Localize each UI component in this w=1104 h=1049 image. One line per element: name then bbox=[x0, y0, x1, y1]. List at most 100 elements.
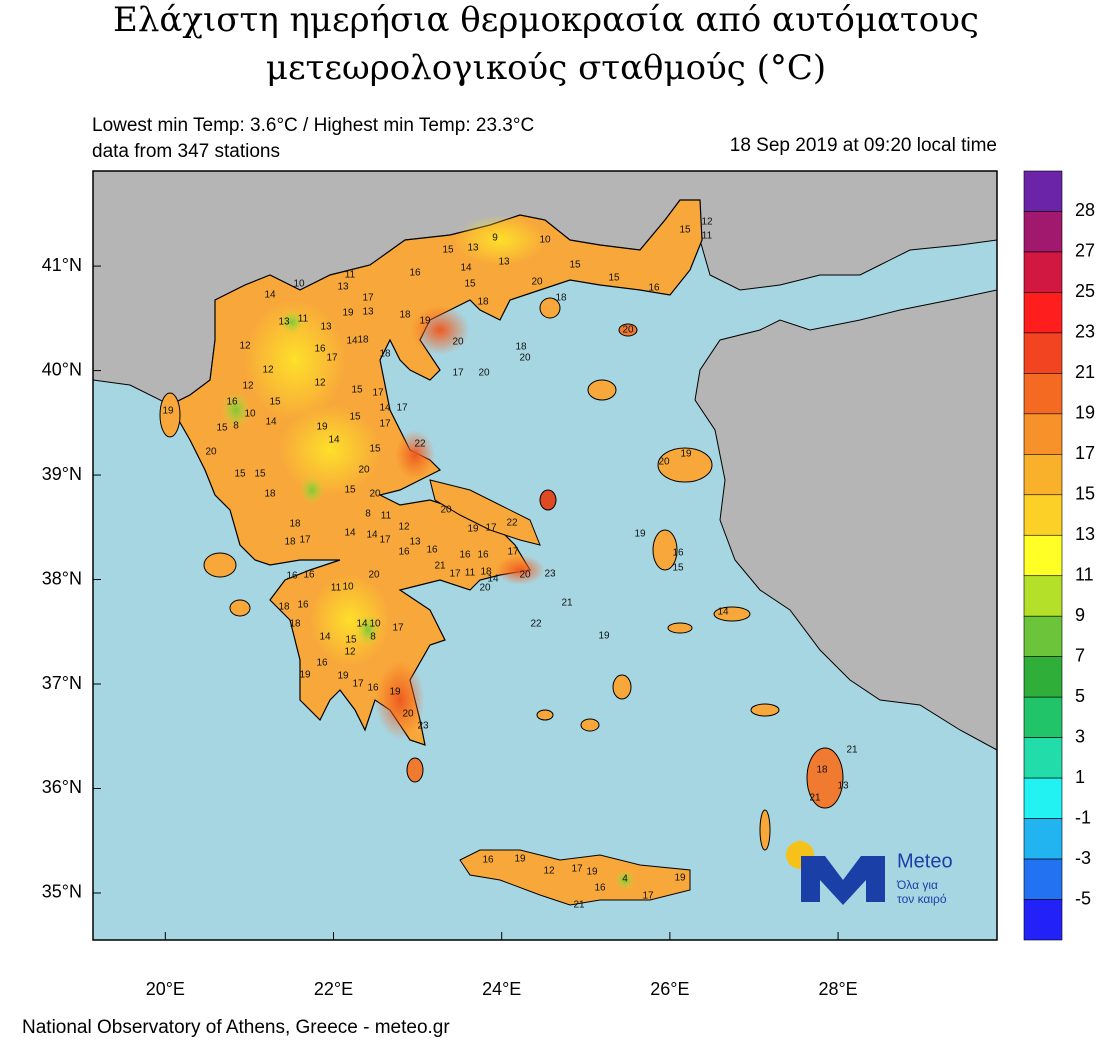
station-value: 15 bbox=[349, 412, 361, 423]
station-value: 14 bbox=[487, 574, 499, 585]
station-value: 19 bbox=[162, 406, 174, 417]
station-value: 15 bbox=[269, 397, 281, 408]
station-value: 21 bbox=[434, 561, 446, 572]
station-value: 13 bbox=[278, 317, 290, 328]
station-value: 12 bbox=[344, 647, 356, 658]
island bbox=[159, 392, 181, 438]
station-value: 20 bbox=[658, 457, 670, 468]
station-value: 20 bbox=[205, 447, 217, 458]
shade bbox=[410, 305, 470, 355]
island bbox=[429, 479, 541, 546]
station-value: 14 bbox=[344, 528, 356, 539]
station-value: 20 bbox=[358, 465, 370, 476]
colorbar-label: -1 bbox=[1075, 807, 1091, 827]
station-value: 10 bbox=[342, 582, 354, 593]
logo-tagline: τον καιρό bbox=[897, 892, 947, 906]
station-value: 12 bbox=[314, 378, 326, 389]
logo-name: Meteo bbox=[897, 850, 953, 872]
station-value: 20 bbox=[440, 505, 452, 516]
colorbar-label: 17 bbox=[1075, 443, 1095, 463]
station-value: 16 bbox=[477, 550, 489, 561]
y-tick-label: 35°N bbox=[42, 882, 82, 902]
y-tick-label: 36°N bbox=[42, 777, 82, 797]
station-value: 20 bbox=[479, 583, 491, 594]
station-value: 20 bbox=[478, 368, 490, 379]
station-value: 14 bbox=[265, 417, 277, 428]
colorbar-label: 28 bbox=[1075, 200, 1095, 220]
island bbox=[759, 809, 771, 851]
station-value: 15 bbox=[608, 273, 620, 284]
station-value: 15 bbox=[679, 225, 691, 236]
y-tick-label: 37°N bbox=[42, 673, 82, 693]
station-value: 11 bbox=[465, 568, 476, 579]
station-value: 22 bbox=[506, 518, 518, 529]
logo-tagline: Όλα για bbox=[896, 878, 938, 892]
colorbar-label: 19 bbox=[1075, 403, 1095, 423]
island bbox=[713, 606, 751, 622]
colorbar-box bbox=[1023, 818, 1063, 860]
x-tick-label: 24°E bbox=[482, 979, 521, 999]
island bbox=[203, 552, 237, 578]
station-value: 13 bbox=[467, 243, 479, 254]
station-value: 18 bbox=[480, 567, 492, 578]
colorbar-label: 25 bbox=[1075, 281, 1095, 301]
station-value: 14 bbox=[264, 290, 276, 301]
station-value: 9 bbox=[492, 233, 498, 244]
island bbox=[750, 703, 780, 717]
station-value: 4 bbox=[622, 874, 628, 885]
station-value: 12 bbox=[242, 381, 254, 392]
station-value: 19 bbox=[680, 449, 692, 460]
station-value: 18 bbox=[816, 765, 828, 776]
station-value: 23 bbox=[417, 721, 429, 732]
colorbar-box bbox=[1023, 615, 1063, 657]
station-value: 15 bbox=[672, 563, 684, 574]
station-value: 17 bbox=[449, 569, 461, 580]
station-value: 18 bbox=[555, 293, 567, 304]
colorbar-box bbox=[1023, 494, 1063, 536]
island bbox=[459, 849, 691, 906]
colorbar-box bbox=[1023, 696, 1063, 738]
station-value: 20 bbox=[369, 489, 381, 500]
station-value: 17 bbox=[362, 293, 374, 304]
station-value: 18 bbox=[379, 349, 391, 360]
x-tick-label: 22°E bbox=[314, 979, 353, 999]
station-value: 16 bbox=[316, 658, 328, 669]
island bbox=[229, 599, 251, 617]
station-value: 14 bbox=[319, 632, 331, 643]
station-value: 19 bbox=[674, 873, 686, 884]
station-value: 19 bbox=[389, 687, 401, 698]
colorbar-box bbox=[1023, 777, 1063, 819]
station-value: 15 bbox=[234, 469, 246, 480]
station-value: 15 bbox=[345, 635, 357, 646]
colorbar-box bbox=[1023, 858, 1063, 900]
station-value: 17 bbox=[571, 864, 583, 875]
x-tick-label: 28°E bbox=[818, 979, 857, 999]
station-value: 17 bbox=[452, 368, 464, 379]
shade bbox=[455, 215, 545, 265]
station-value: 20 bbox=[531, 277, 543, 288]
island bbox=[587, 379, 617, 401]
station-value: 16 bbox=[303, 570, 315, 581]
station-value: 17 bbox=[507, 547, 519, 558]
island bbox=[618, 323, 638, 337]
colorbar-box bbox=[1023, 737, 1063, 779]
station-value: 18 bbox=[278, 602, 290, 613]
colorbar-box bbox=[1023, 575, 1063, 617]
colorbar-label: 9 bbox=[1075, 605, 1085, 625]
station-value: 17 bbox=[352, 679, 364, 690]
station-value: 22 bbox=[530, 619, 542, 630]
title-line: μετεωρολογικούς σταθμούς (°C) bbox=[266, 48, 826, 88]
station-value: 13 bbox=[320, 322, 332, 333]
y-tick-label: 40°N bbox=[42, 359, 82, 379]
colorbar-label: 7 bbox=[1075, 645, 1085, 665]
shade bbox=[615, 870, 635, 890]
station-value: 13 bbox=[498, 257, 510, 268]
colorbar-label: 11 bbox=[1075, 564, 1094, 584]
footer: National Observatory of Athens, Greece -… bbox=[22, 1017, 450, 1038]
colorbar-box bbox=[1023, 534, 1063, 577]
colorbar-box bbox=[1023, 413, 1063, 455]
station-value: 17 bbox=[326, 353, 338, 364]
station-value: 11 bbox=[298, 314, 309, 325]
station-value: 18 bbox=[284, 537, 296, 548]
station-value: 14 bbox=[346, 336, 358, 347]
